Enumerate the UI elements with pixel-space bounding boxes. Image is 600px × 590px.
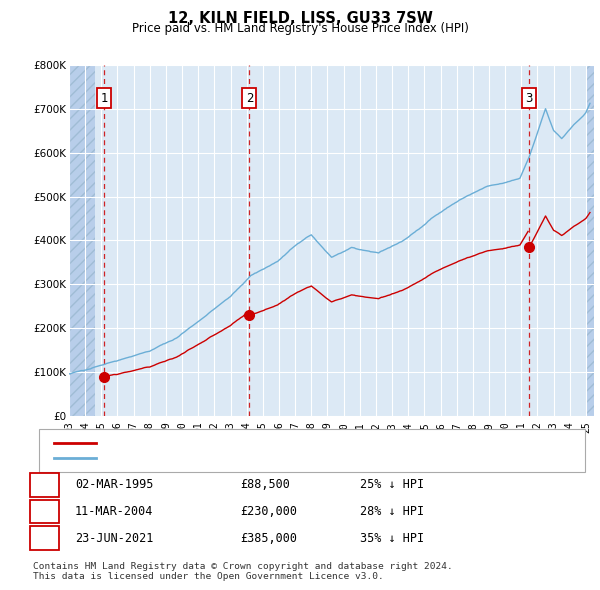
Text: 2: 2 [41,505,48,518]
Text: 3: 3 [525,92,532,105]
Text: £88,500: £88,500 [240,478,290,491]
Text: 1: 1 [41,478,48,491]
Text: £230,000: £230,000 [240,505,297,518]
Text: 35% ↓ HPI: 35% ↓ HPI [360,532,424,545]
Text: 2: 2 [245,92,253,105]
Bar [587,65,594,416]
Text: 12, KILN FIELD, LISS, GU33 7SW (detached house): 12, KILN FIELD, LISS, GU33 7SW (detached… [102,438,377,447]
Bar [69,65,95,416]
Text: Price paid vs. HM Land Registry's House Price Index (HPI): Price paid vs. HM Land Registry's House … [131,22,469,35]
Text: 3: 3 [41,532,48,545]
Text: 12, KILN FIELD, LISS, GU33 7SW: 12, KILN FIELD, LISS, GU33 7SW [167,11,433,25]
Text: 28% ↓ HPI: 28% ↓ HPI [360,505,424,518]
Text: 02-MAR-1995: 02-MAR-1995 [75,478,154,491]
Text: 25% ↓ HPI: 25% ↓ HPI [360,478,424,491]
Text: Contains HM Land Registry data © Crown copyright and database right 2024.
This d: Contains HM Land Registry data © Crown c… [33,562,453,581]
Text: 1: 1 [100,92,108,105]
Text: £385,000: £385,000 [240,532,297,545]
Text: 11-MAR-2004: 11-MAR-2004 [75,505,154,518]
Text: 23-JUN-2021: 23-JUN-2021 [75,532,154,545]
Text: HPI: Average price, detached house, East Hampshire: HPI: Average price, detached house, East… [102,454,391,463]
